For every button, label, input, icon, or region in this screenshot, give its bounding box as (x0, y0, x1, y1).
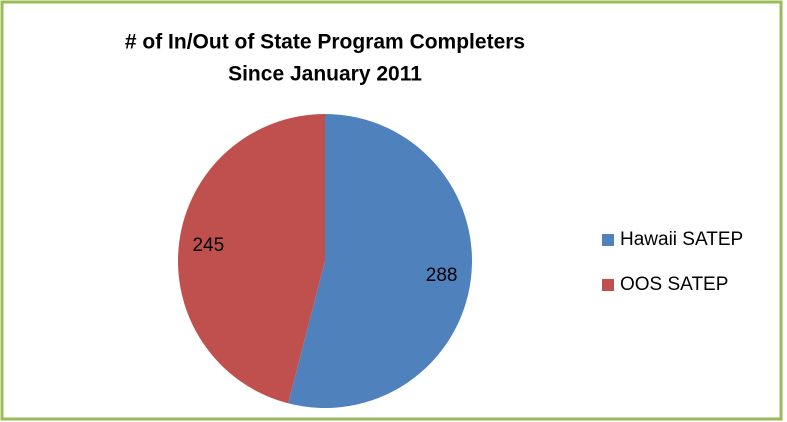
legend-label: Hawaii SATEP (620, 229, 743, 250)
chart-subtitle: Since January 2011 (228, 63, 422, 86)
legend-label: OOS SATEP (620, 274, 728, 295)
legend-swatch (602, 234, 614, 246)
pie-slice (288, 114, 473, 409)
data-label: 245 (192, 235, 224, 256)
chart-title: # of In/Out of State Program Completers (125, 31, 525, 54)
pie-slice (178, 114, 325, 404)
data-label: 288 (426, 265, 458, 286)
legend-swatch (602, 279, 614, 291)
